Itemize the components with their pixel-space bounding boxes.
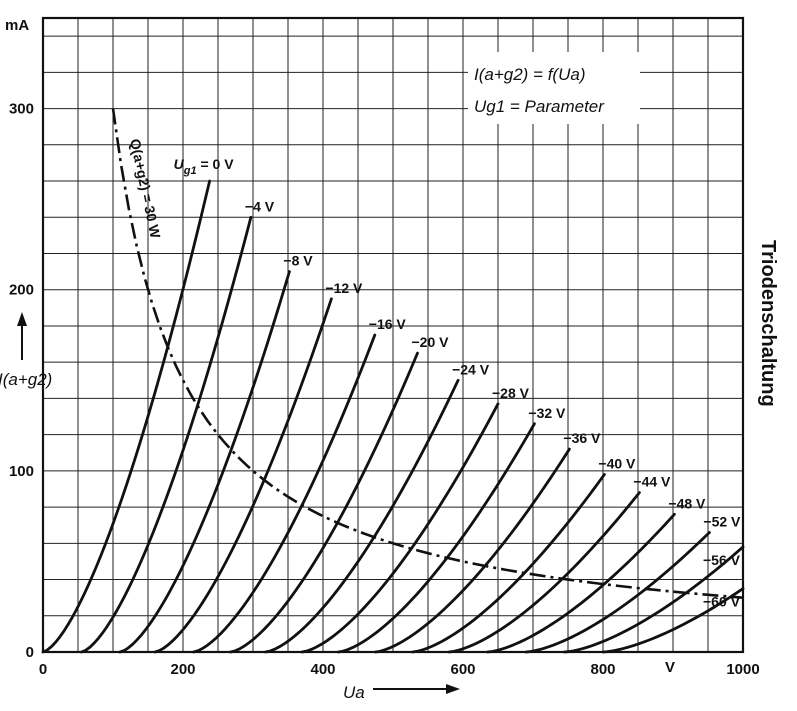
y-tick-label: 100 (9, 463, 34, 480)
curve-line (41, 179, 211, 654)
side-label: Triodenschaltung (757, 240, 779, 407)
curve-label: −52 V (703, 513, 741, 529)
curve-line (601, 587, 745, 654)
curve-label: −24 V (452, 361, 490, 377)
curve-label: −28 V (492, 385, 530, 401)
plot-border (41, 16, 745, 654)
curve-line (80, 215, 253, 654)
curve-line (411, 473, 606, 654)
curve-line (337, 422, 536, 654)
y-tick-label: 0 (26, 644, 34, 661)
curve-line (192, 333, 377, 654)
x-tick-label: 200 (170, 661, 195, 678)
curve-label: −56 V (703, 552, 741, 568)
x-tick-label: 0 (39, 661, 47, 678)
curve-label: −36 V (563, 430, 601, 446)
curves (41, 179, 745, 654)
curve-label: −60 V (703, 594, 741, 610)
x-axis-arrow (373, 684, 460, 694)
curve-label: −40 V (598, 455, 636, 471)
y-axis-label: I(a+g2) (0, 370, 52, 389)
x-tick-label: 600 (450, 661, 475, 678)
x-tick-label: 800 (590, 661, 615, 678)
axis-ticks: 0 200 400 600 800 1000 0 100 200 300 (9, 101, 760, 678)
curve-label: −16 V (369, 316, 407, 332)
curve-line (447, 491, 641, 654)
curve-line (524, 531, 711, 654)
curve-line (118, 270, 291, 654)
curve-line (486, 512, 676, 654)
curve-label: −8 V (283, 253, 313, 269)
plot-frame (41, 16, 745, 654)
curve-label: −20 V (412, 334, 450, 350)
title-box (468, 52, 640, 124)
y-tick-label: 300 (9, 101, 34, 118)
curve-line (300, 402, 500, 654)
title-line2: Ug1 = Parameter (474, 97, 605, 116)
curve-labels: Ug1 = 0 V −4 V −8 V −12 V −16 V −20 V−24 V−28… (174, 156, 741, 610)
y-axis-arrow (17, 312, 27, 360)
curve-label: −12 V (325, 280, 363, 296)
curve-label: −4 V (245, 198, 275, 214)
curve-label: −44 V (633, 474, 671, 490)
curve-line (264, 378, 460, 654)
curve-line (374, 447, 571, 654)
x-unit-label: V (665, 659, 675, 676)
curve-line (153, 297, 333, 654)
x-tick-label: 1000 (726, 661, 759, 678)
curve-label: Ug1 = 0 V (174, 156, 235, 177)
curve-label: −32 V (528, 405, 566, 421)
x-axis-label: Ua (343, 683, 365, 702)
curve-label: −48 V (668, 495, 706, 511)
power-limit-line (111, 108, 744, 599)
curve-line (563, 545, 745, 654)
y-unit-label: mA (5, 17, 29, 34)
title-line1: I(a+g2) = f(Ua) (474, 65, 586, 84)
x-tick-label: 400 (310, 661, 335, 678)
curve-line (229, 351, 419, 654)
y-tick-label: 200 (9, 282, 34, 299)
power-limit-curve (111, 108, 744, 599)
